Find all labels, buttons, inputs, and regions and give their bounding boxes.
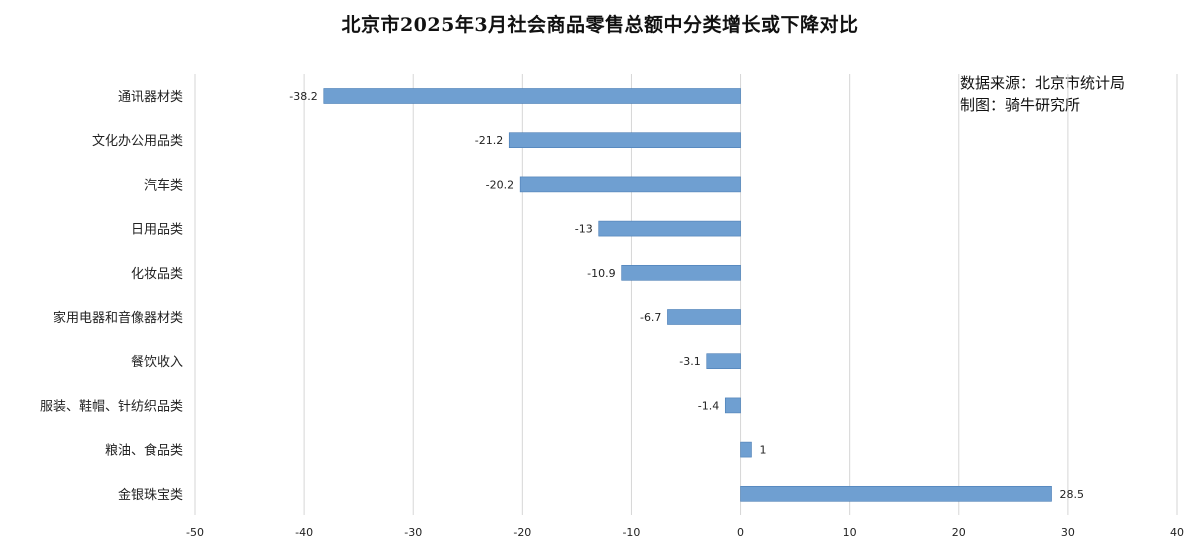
bar bbox=[724, 397, 741, 414]
data-label: -10.9 bbox=[587, 267, 615, 280]
data-label: -1.4 bbox=[698, 399, 719, 412]
x-tick-label: 40 bbox=[1170, 526, 1184, 539]
data-label: 1 bbox=[759, 444, 766, 457]
category-label: 餐饮收入 bbox=[131, 354, 183, 370]
data-label: 28.5 bbox=[1060, 488, 1085, 501]
category-label: 家用电器和音像器材类 bbox=[53, 310, 183, 326]
source-line: 数据来源：北京市统计局 bbox=[960, 74, 1126, 92]
x-tick-label: -30 bbox=[404, 526, 422, 539]
x-tick-label: 10 bbox=[843, 526, 857, 539]
bar bbox=[598, 220, 741, 237]
category-label: 粮油、食品类 bbox=[105, 443, 183, 459]
data-label: -13 bbox=[575, 223, 593, 236]
bar bbox=[740, 485, 1052, 502]
data-label: -21.2 bbox=[475, 134, 503, 147]
category-label: 通讯器材类 bbox=[118, 90, 183, 105]
chart-title: 北京市2025年3月社会商品零售总额中分类增长或下降对比 bbox=[341, 14, 859, 36]
data-label: -6.7 bbox=[640, 311, 661, 324]
category-label: 文化办公用品类 bbox=[92, 134, 183, 149]
bar bbox=[740, 441, 752, 458]
bar bbox=[519, 176, 741, 193]
category-label: 服装、鞋帽、针纺织品类 bbox=[40, 398, 183, 414]
bar bbox=[508, 132, 741, 148]
credit-line: 制图：骑牛研究所 bbox=[960, 96, 1081, 114]
x-tick-label: 30 bbox=[1061, 526, 1075, 539]
category-label: 汽车类 bbox=[144, 177, 183, 193]
data-label: -38.2 bbox=[289, 90, 317, 103]
x-tick-label: -40 bbox=[295, 526, 313, 539]
x-tick-label: -10 bbox=[622, 526, 640, 539]
x-tick-label: 20 bbox=[952, 526, 966, 539]
data-label: -20.2 bbox=[486, 178, 514, 191]
category-label: 日用品类 bbox=[131, 223, 183, 238]
bar bbox=[323, 88, 741, 104]
x-tick-label: -50 bbox=[186, 526, 204, 539]
category-label: 金银珠宝类 bbox=[118, 487, 183, 503]
data-label: -3.1 bbox=[679, 355, 700, 368]
bar bbox=[706, 353, 741, 370]
x-tick-label: -20 bbox=[513, 526, 531, 539]
x-tick-label: 0 bbox=[737, 526, 744, 539]
bar bbox=[667, 309, 741, 325]
bar bbox=[621, 264, 741, 281]
source-annotation: 数据来源：北京市统计局 制图：骑牛研究所 bbox=[960, 72, 1125, 116]
category-label: 化妆品类 bbox=[131, 267, 183, 282]
